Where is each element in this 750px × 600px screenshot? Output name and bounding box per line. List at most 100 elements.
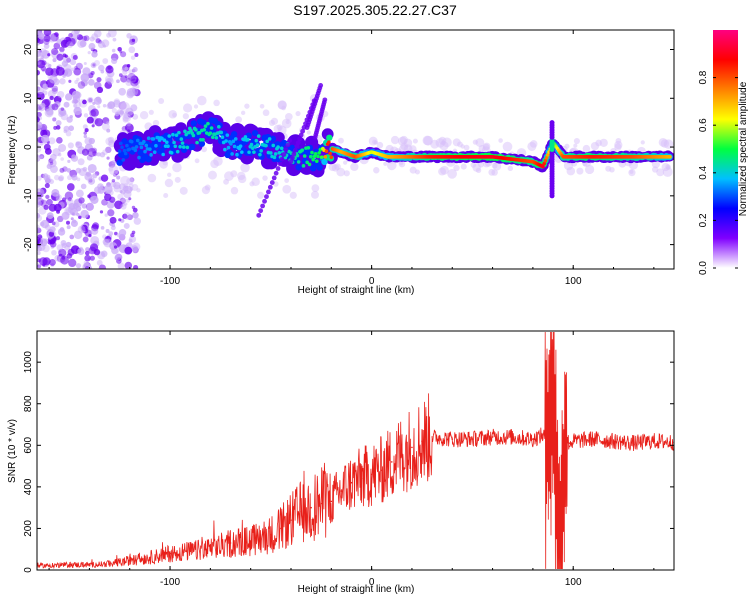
ridge-streak <box>294 144 300 149</box>
spectrogram-noise-blob <box>67 174 73 181</box>
spectrogram-noise-blob <box>65 241 72 248</box>
ridge-core <box>166 144 170 148</box>
spectrogram-noise-blob <box>75 141 80 146</box>
spectrogram-noise-blob <box>111 179 116 183</box>
spectrogram-halo-blob <box>573 137 580 145</box>
spectrogram-noise-blob <box>43 43 50 49</box>
ridge-streak <box>258 208 264 214</box>
spectrogram-noise-blob <box>134 52 139 57</box>
spectrogram-noise-blob <box>117 262 125 269</box>
spectrogram-noise-blob <box>52 148 61 157</box>
spectrogram-noise-blob <box>51 221 56 226</box>
snr-point <box>128 559 131 562</box>
spectrogram-halo-blob <box>131 184 139 191</box>
ridge-core <box>203 124 208 129</box>
spectrogram-halo-blob <box>295 110 301 117</box>
spectrogram-noise-blob <box>103 184 113 194</box>
spectrogram-noise-blob <box>42 83 48 89</box>
spectrogram-noise-blob <box>130 78 139 87</box>
spectrogram-halo-blob <box>640 140 645 145</box>
spectrogram-frame <box>36 29 675 270</box>
spectrogram-noise-blob <box>91 124 95 128</box>
spectrogram-x-tick-label: -100 <box>160 276 180 287</box>
spectrogram-noise-blob <box>106 103 113 110</box>
spectrogram-noise-blob <box>57 215 64 223</box>
snr-x-tick-label: 100 <box>565 577 582 588</box>
spectrogram-noise-blob <box>62 74 66 78</box>
snr-point <box>88 564 91 566</box>
ridge-core <box>119 141 123 146</box>
spectrogram-noise-blob <box>73 230 83 240</box>
spectrogram-noise-blob <box>38 257 48 266</box>
snr-point <box>209 548 212 551</box>
ridge-core <box>135 138 140 143</box>
spectrogram-noise-blob <box>37 50 42 57</box>
spectrogram-noise-blob <box>114 254 121 261</box>
spectrogram-noise-blob <box>78 215 82 220</box>
spectrogram-halo-blob <box>136 188 141 193</box>
ridge-core <box>161 152 165 157</box>
spectrogram-noise-blob <box>43 30 52 37</box>
spectrogram-halo-blob <box>158 98 165 105</box>
spectrogram-noise-blob <box>40 155 44 159</box>
ridge-core <box>314 159 319 163</box>
spectrogram-noise-blob <box>102 238 110 246</box>
ridge-core <box>181 145 186 149</box>
spectrogram-noise-blob <box>37 155 41 162</box>
spectrogram-halo-blob <box>168 109 177 119</box>
spectrogram-noise-blob <box>42 173 49 179</box>
spectrogram-halo-blob <box>412 138 418 144</box>
ridge-core <box>144 143 149 148</box>
spectrogram-noise-blob <box>47 53 51 57</box>
snr-point <box>350 481 353 484</box>
spectrogram-noise-blob <box>117 46 122 52</box>
spectrogram-noise-blob <box>37 141 40 148</box>
snr-point <box>310 506 312 509</box>
ridge-core <box>310 150 314 155</box>
spectrogram-y-tick-label: -10 <box>23 188 34 203</box>
spectrogram-halo-blob <box>204 184 211 191</box>
spectrogram-noise-blob <box>90 108 99 117</box>
spectrogram-halo-blob <box>152 119 160 127</box>
spectrogram-noise-blob <box>55 197 60 202</box>
ridge-core <box>277 150 282 155</box>
spectrogram-noise-blob <box>65 130 72 137</box>
spectrogram-noise-blob <box>72 219 77 224</box>
spectrogram-halo-blob <box>244 103 250 109</box>
snr-point <box>653 440 655 442</box>
ridge-core <box>217 125 221 129</box>
spectrogram-noise-blob <box>53 32 59 38</box>
ridge-core <box>235 152 239 157</box>
ridge-core <box>256 134 261 138</box>
spectrogram-halo-blob <box>658 137 668 147</box>
spectrogram-noise-blob <box>132 211 139 219</box>
spectrogram-halo-blob <box>582 161 588 167</box>
spectrogram-halo-blob <box>566 166 576 176</box>
spectrogram-noise-blob <box>76 212 80 217</box>
ridge-core <box>305 160 309 165</box>
snr-point <box>249 540 252 542</box>
ridge-core <box>208 131 213 136</box>
spectrogram-noise-blob <box>61 60 68 67</box>
spectrogram-noise-blob <box>37 175 42 181</box>
spectrogram-halo-blob <box>498 138 503 143</box>
snr-x-axis-label: Height of straight line (km) <box>298 584 415 595</box>
spectrogram-halo-blob <box>277 100 287 110</box>
ridge-core <box>154 143 158 148</box>
ridge-streak <box>277 161 283 167</box>
ridge-core <box>313 152 318 156</box>
snr-point <box>532 438 534 440</box>
ridge-core <box>148 147 152 152</box>
spectrogram-noise-blob <box>77 158 85 166</box>
spectrogram-noise-blob <box>60 157 65 161</box>
snr-point <box>592 438 595 440</box>
spectrogram-halo-blob <box>452 138 461 147</box>
spectrogram-noise-blob <box>106 32 111 38</box>
spectrogram-halo-blob <box>576 167 584 175</box>
ridge-mid <box>316 164 323 171</box>
spectrogram-ridge <box>113 83 674 218</box>
spectrogram-halo-blob <box>605 165 612 172</box>
ridge-core <box>279 146 284 151</box>
spectrogram-halo-blob <box>126 177 134 186</box>
